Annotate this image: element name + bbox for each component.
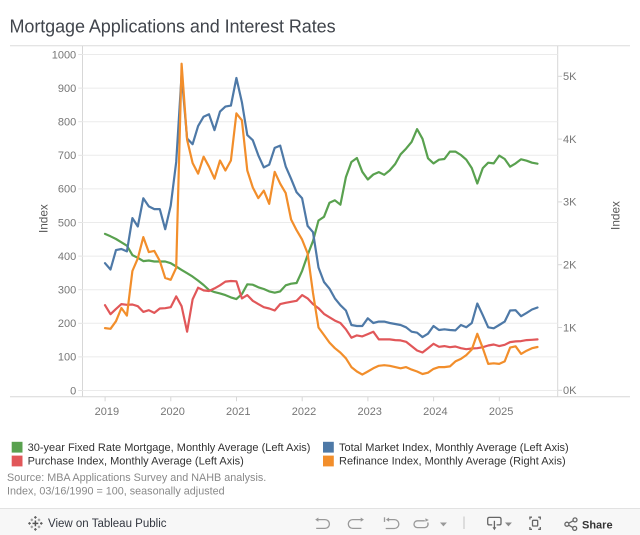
svg-text:2K: 2K: [563, 260, 577, 272]
svg-text:200: 200: [58, 318, 76, 330]
svg-text:500: 500: [58, 217, 76, 229]
svg-text:2025: 2025: [489, 406, 513, 418]
svg-text:300: 300: [58, 285, 76, 297]
svg-text:2020: 2020: [160, 406, 184, 418]
svg-text:0: 0: [70, 385, 76, 397]
svg-text:1K: 1K: [563, 322, 577, 334]
svg-text:2021: 2021: [226, 406, 250, 418]
svg-text:Index: Index: [608, 201, 622, 230]
svg-text:2023: 2023: [357, 406, 381, 418]
svg-text:2024: 2024: [423, 406, 447, 418]
svg-text:Mortgage Applications and Inte: Mortgage Applications and Interest Rates: [10, 17, 336, 37]
svg-text:800: 800: [58, 117, 76, 129]
svg-text:3K: 3K: [563, 197, 577, 209]
svg-text:0K: 0K: [563, 385, 577, 397]
svg-text:Index: Index: [36, 204, 50, 233]
svg-text:View on Tableau Public: View on Tableau Public: [48, 518, 167, 530]
svg-text:600: 600: [58, 184, 76, 196]
svg-text:400: 400: [58, 251, 76, 263]
svg-text:100: 100: [58, 352, 76, 364]
svg-text:Source: MBA Applications Surve: Source: MBA Applications Survey and NAHB…: [7, 472, 266, 484]
svg-text:30-year Fixed Rate Mortgage, M: 30-year Fixed Rate Mortgage, Monthly Ave…: [28, 442, 311, 454]
svg-text:900: 900: [58, 83, 76, 95]
svg-text:Total Market Index, Monthly Av: Total Market Index, Monthly Average (Lef…: [339, 442, 569, 454]
svg-text:Index, 03/16/1990 = 100, seaso: Index, 03/16/1990 = 100, seasonally adju…: [7, 486, 225, 498]
svg-text:Purchase Index, Monthly Averag: Purchase Index, Monthly Average (Left Ax…: [28, 456, 244, 468]
svg-text:2019: 2019: [95, 406, 119, 418]
svg-text:2022: 2022: [292, 406, 316, 418]
svg-text:700: 700: [58, 150, 76, 162]
svg-text:5K: 5K: [563, 71, 577, 83]
svg-text:Refinance Index, Monthly Avera: Refinance Index, Monthly Average (Right …: [339, 456, 566, 468]
svg-text:1000: 1000: [52, 49, 76, 61]
svg-text:Share: Share: [582, 520, 613, 532]
svg-text:4K: 4K: [563, 134, 577, 146]
